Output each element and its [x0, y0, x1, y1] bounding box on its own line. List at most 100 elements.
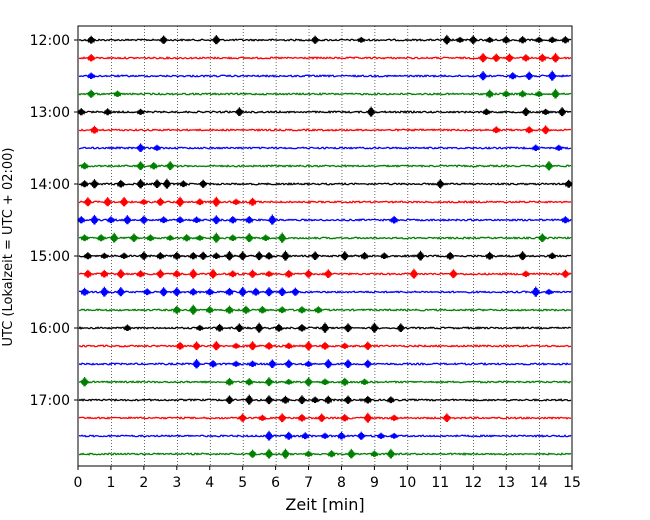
event-mark: [541, 108, 550, 115]
event-mark: [100, 269, 109, 278]
event-mark: [485, 36, 494, 43]
x-tick-label: 11: [431, 475, 449, 491]
event-mark: [264, 252, 274, 260]
trace-1500: [78, 250, 572, 261]
event-mark: [521, 54, 531, 62]
event-mark: [152, 144, 162, 151]
event-mark: [215, 323, 224, 332]
event-mark: [96, 234, 106, 242]
event-mark: [304, 450, 313, 457]
trace-1600: [78, 322, 572, 333]
event-mark: [363, 341, 372, 350]
event-mark: [561, 216, 570, 224]
event-mark: [136, 270, 145, 278]
x-tick-label: 13: [497, 475, 515, 491]
event-mark: [544, 288, 554, 295]
event-mark: [208, 360, 218, 368]
grid-lines: [111, 26, 540, 466]
event-mark: [304, 360, 313, 367]
event-mark: [268, 214, 277, 225]
event-mark: [554, 144, 563, 151]
y-tick-label: 15:00: [30, 249, 70, 265]
event-mark: [363, 359, 372, 368]
event-mark: [538, 53, 547, 62]
x-tick-label: 7: [304, 475, 313, 491]
event-mark: [225, 395, 234, 404]
event-mark: [502, 90, 511, 98]
event-mark: [166, 234, 175, 241]
event-mark: [284, 431, 293, 440]
event-mark: [248, 341, 257, 351]
event-mark: [278, 306, 287, 314]
event-mark: [274, 323, 284, 332]
trace-line: [78, 56, 572, 60]
event-mark: [324, 269, 333, 279]
event-mark: [225, 250, 234, 261]
event-mark: [278, 287, 287, 296]
event-mark: [366, 106, 376, 117]
trace-1215: [78, 52, 572, 63]
event-mark: [264, 287, 274, 297]
event-mark: [120, 252, 129, 259]
event-mark: [297, 306, 307, 314]
event-mark: [482, 108, 491, 116]
event-mark: [442, 413, 451, 423]
event-mark: [205, 288, 214, 296]
event-mark: [278, 413, 287, 423]
event-mark: [192, 341, 201, 350]
event-mark: [340, 377, 349, 386]
event-mark: [446, 251, 455, 260]
event-mark: [156, 197, 165, 206]
event-mark: [189, 304, 198, 315]
event-mark: [149, 162, 158, 170]
event-mark: [390, 432, 399, 439]
trace-line: [78, 110, 572, 114]
event-mark: [386, 448, 396, 459]
trace-1345: [78, 160, 572, 171]
event-mark: [311, 396, 320, 403]
event-mark: [175, 196, 185, 207]
event-mark: [538, 233, 547, 242]
y-axis-label: UTC (Lokalzeit = UTC + 02:00): [1, 148, 16, 347]
event-mark: [123, 215, 132, 225]
event-mark: [548, 252, 557, 260]
event-mark: [485, 251, 494, 260]
event-mark: [518, 36, 527, 44]
y-tick-label: 16:00: [30, 321, 70, 337]
event-mark: [80, 234, 89, 242]
event-mark: [340, 342, 349, 349]
trace-1330: [78, 143, 572, 152]
trace-1200: [78, 34, 572, 45]
event-mark: [208, 268, 218, 279]
event-mark: [129, 233, 139, 242]
event-mark: [255, 251, 264, 261]
event-mark: [492, 53, 501, 62]
event-mark: [502, 36, 511, 44]
x-tick-label: 2: [139, 475, 148, 491]
event-mark: [248, 449, 257, 458]
event-mark: [548, 70, 557, 81]
event-mark: [320, 378, 330, 386]
event-mark: [77, 216, 86, 224]
event-mark: [534, 36, 544, 43]
event-mark: [521, 270, 530, 277]
event-mark: [195, 198, 204, 206]
y-tick-label: 13:00: [30, 105, 70, 121]
event-mark: [551, 88, 560, 99]
event-mark: [238, 413, 247, 422]
event-mark: [245, 394, 254, 405]
event-mark: [87, 89, 96, 98]
event-mark: [228, 270, 237, 278]
x-axis-label: Zeit [min]: [285, 495, 364, 514]
event-mark: [357, 36, 366, 43]
event-mark: [195, 234, 204, 241]
event-mark: [83, 197, 93, 207]
event-mark: [278, 232, 287, 243]
trace-group: [77, 34, 573, 459]
event-mark: [189, 288, 198, 296]
event-mark: [370, 322, 379, 333]
trace-1515: [78, 268, 572, 279]
event-mark: [508, 72, 517, 80]
event-mark: [235, 107, 244, 117]
